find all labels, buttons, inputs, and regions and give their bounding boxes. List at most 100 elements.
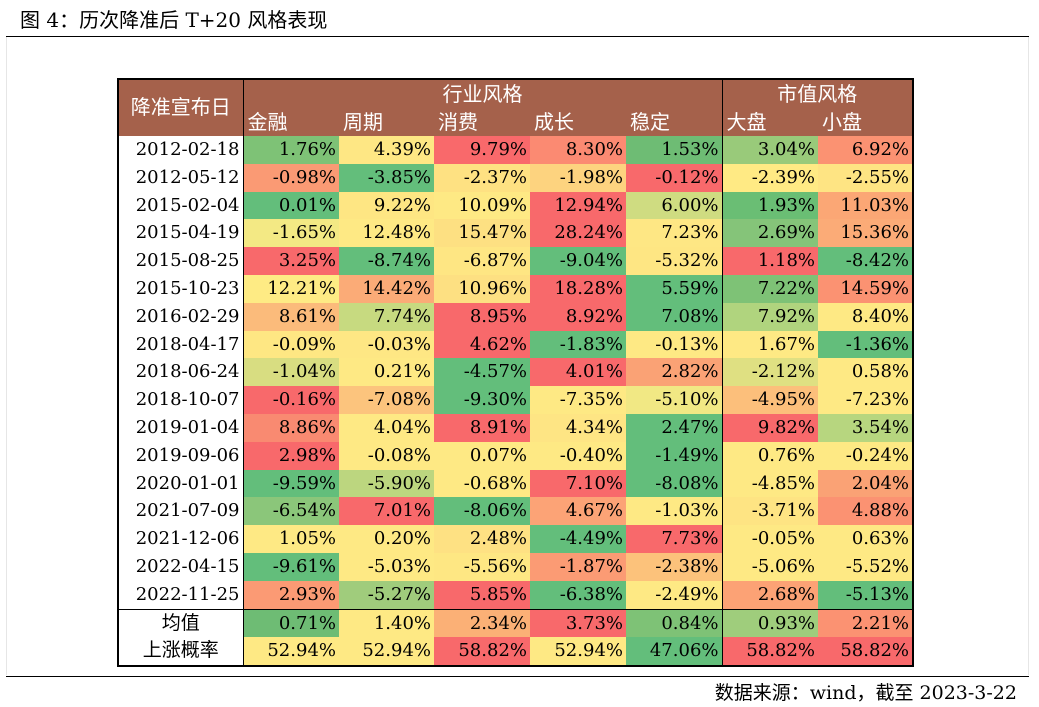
date-cell: 2021-07-09 bbox=[118, 497, 244, 526]
value-cell: 4.04% bbox=[339, 413, 434, 442]
value-cell: -1.83% bbox=[530, 330, 626, 359]
value-cell: 6.92% bbox=[818, 136, 913, 164]
bottom-rule bbox=[6, 676, 1029, 677]
date-cell: 2016-02-29 bbox=[118, 302, 244, 331]
value-cell: 1.93% bbox=[722, 191, 818, 220]
column-header-small-cap: 小盘 bbox=[818, 108, 913, 136]
value-cell: 52.94% bbox=[339, 637, 434, 667]
market-cap-style-group-header: 市值风格 bbox=[722, 79, 913, 108]
source-note: 数据来源：wind，截至 2023-3-22 bbox=[714, 682, 1017, 704]
value-cell: 58.82% bbox=[818, 637, 913, 667]
table-row: 2021-12-06 1.05% 0.20% 2.48% -4.49% 7.73% -0.0… bbox=[118, 525, 913, 553]
summary-label: 上涨概率 bbox=[118, 637, 244, 667]
value-cell: 2.69% bbox=[722, 219, 818, 248]
value-cell: -0.40% bbox=[530, 441, 626, 470]
value-cell: -0.24% bbox=[818, 441, 913, 470]
table-body: 2012-02-18 1.76% 4.39% 9.79% 8.30% 1.53% 3.04%… bbox=[118, 136, 913, 667]
date-cell: 2020-01-01 bbox=[118, 469, 244, 498]
value-cell: -5.52% bbox=[818, 552, 913, 581]
date-column-header: 降准宣布日 bbox=[118, 79, 244, 136]
date-cell: 2018-06-24 bbox=[118, 358, 244, 387]
value-cell: 7.23% bbox=[626, 219, 723, 248]
value-cell: 3.54% bbox=[818, 413, 913, 442]
value-cell: -0.68% bbox=[434, 469, 530, 498]
column-header-large-cap: 大盘 bbox=[722, 108, 818, 136]
value-cell: 11.03% bbox=[818, 191, 913, 220]
value-cell: 8.86% bbox=[243, 413, 339, 442]
value-cell: 1.18% bbox=[722, 247, 818, 275]
date-cell: 2012-02-18 bbox=[118, 136, 244, 164]
value-cell: -4.85% bbox=[722, 469, 818, 498]
value-cell: 58.82% bbox=[434, 637, 530, 667]
value-cell: -5.90% bbox=[339, 469, 434, 498]
value-cell: -8.74% bbox=[339, 247, 434, 275]
value-cell: -2.12% bbox=[722, 358, 818, 387]
table-row: 2020-01-01 -9.59% -5.90% -0.68% 7.10% -8.08% -… bbox=[118, 469, 913, 498]
value-cell: -8.42% bbox=[818, 247, 913, 275]
value-cell: -3.71% bbox=[722, 497, 818, 526]
table-row: 2018-06-24 -1.04% 0.21% -4.57% 4.01% 2.82% -2.… bbox=[118, 358, 913, 387]
table-row: 2019-09-06 2.98% -0.08% 0.07% -0.40% -1.49% 0.… bbox=[118, 441, 913, 470]
table-row: 2019-01-04 8.86% 4.04% 8.91% 4.34% 2.47% 9.82%… bbox=[118, 413, 913, 442]
value-cell: 0.71% bbox=[243, 608, 339, 638]
value-cell: 52.94% bbox=[530, 637, 626, 667]
value-cell: -9.30% bbox=[434, 386, 530, 414]
column-header-stable: 稳定 bbox=[626, 108, 723, 136]
value-cell: -5.03% bbox=[339, 552, 434, 581]
date-cell: 2015-04-19 bbox=[118, 219, 244, 248]
value-cell: -2.49% bbox=[626, 580, 723, 610]
value-cell: -6.38% bbox=[530, 580, 626, 610]
date-cell: 2018-10-07 bbox=[118, 386, 244, 414]
table-row: 2012-02-18 1.76% 4.39% 9.79% 8.30% 1.53% 3.04%… bbox=[118, 136, 913, 164]
value-cell: 1.40% bbox=[339, 608, 434, 638]
top-rule bbox=[6, 36, 1029, 37]
value-cell: 3.25% bbox=[243, 247, 339, 275]
value-cell: 2.98% bbox=[243, 441, 339, 470]
value-cell: -3.85% bbox=[339, 163, 434, 192]
value-cell: 3.04% bbox=[722, 136, 818, 164]
value-cell: 0.84% bbox=[626, 608, 723, 638]
value-cell: -1.87% bbox=[530, 552, 626, 581]
value-cell: -8.06% bbox=[434, 497, 530, 526]
value-cell: 8.95% bbox=[434, 302, 530, 331]
value-cell: 7.01% bbox=[339, 497, 434, 526]
column-header-cyclical: 周期 bbox=[339, 108, 434, 136]
value-cell: -4.57% bbox=[434, 358, 530, 387]
value-cell: 0.20% bbox=[339, 525, 434, 553]
value-cell: 2.34% bbox=[434, 608, 530, 638]
value-cell: 4.39% bbox=[339, 136, 434, 164]
value-cell: 10.09% bbox=[434, 191, 530, 220]
value-cell: 2.48% bbox=[434, 525, 530, 553]
value-cell: -5.32% bbox=[626, 247, 723, 275]
value-cell: 4.34% bbox=[530, 413, 626, 442]
value-cell: -1.98% bbox=[530, 163, 626, 192]
value-cell: 9.82% bbox=[722, 413, 818, 442]
value-cell: 4.88% bbox=[818, 497, 913, 526]
value-cell: 1.53% bbox=[626, 136, 723, 164]
value-cell: 2.93% bbox=[243, 580, 339, 610]
value-cell: -0.08% bbox=[339, 441, 434, 470]
value-cell: 8.30% bbox=[530, 136, 626, 164]
value-cell: 7.92% bbox=[722, 302, 818, 331]
table-row: 2018-04-17 -0.09% -0.03% 4.62% -1.83% -0.13% 1… bbox=[118, 330, 913, 359]
value-cell: 12.48% bbox=[339, 219, 434, 248]
date-cell: 2018-04-17 bbox=[118, 330, 244, 359]
value-cell: 8.91% bbox=[434, 413, 530, 442]
date-cell: 2019-01-04 bbox=[118, 413, 244, 442]
value-cell: 58.82% bbox=[722, 637, 818, 667]
value-cell: -1.49% bbox=[626, 441, 723, 470]
value-cell: 0.21% bbox=[339, 358, 434, 387]
value-cell: 14.59% bbox=[818, 274, 913, 303]
value-cell: -9.59% bbox=[243, 469, 339, 498]
value-cell: 0.76% bbox=[722, 441, 818, 470]
value-cell: 0.93% bbox=[722, 608, 818, 638]
value-cell: 7.08% bbox=[626, 302, 723, 331]
value-cell: 1.05% bbox=[243, 525, 339, 553]
value-cell: 7.22% bbox=[722, 274, 818, 303]
value-cell: -5.06% bbox=[722, 552, 818, 581]
date-cell: 2012-05-12 bbox=[118, 163, 244, 192]
value-cell: 6.00% bbox=[626, 191, 723, 220]
value-cell: 52.94% bbox=[243, 637, 339, 667]
value-cell: -0.98% bbox=[243, 163, 339, 192]
value-cell: -7.08% bbox=[339, 386, 434, 414]
